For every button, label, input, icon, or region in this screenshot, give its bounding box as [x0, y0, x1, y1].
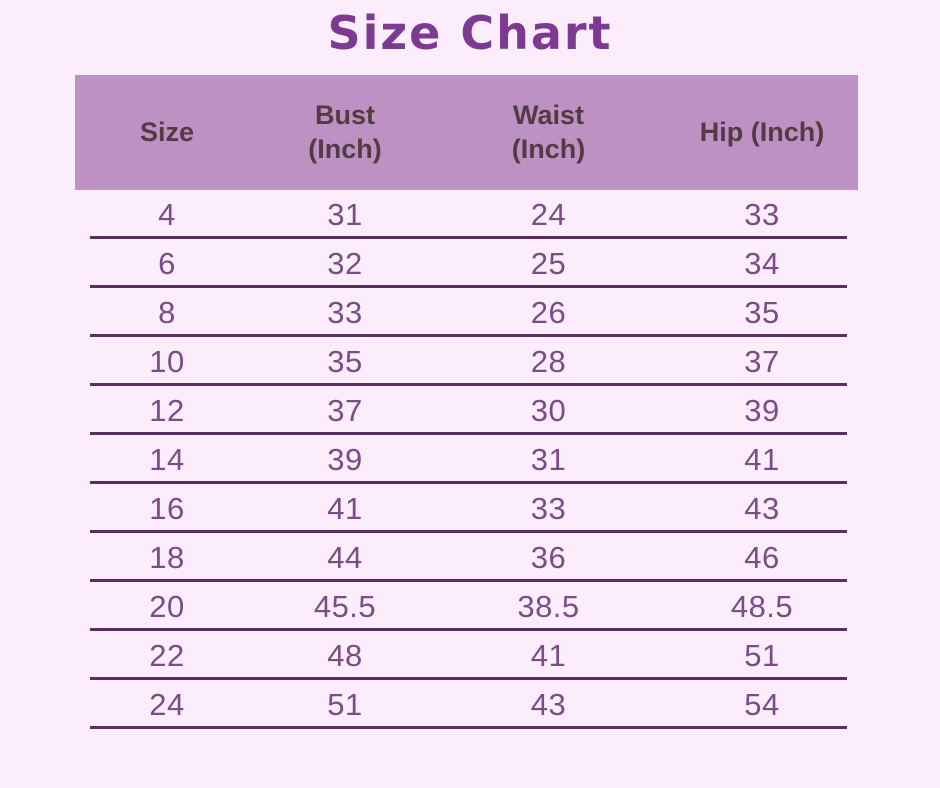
table-cell-hip: 34	[744, 245, 780, 281]
table-cell-size: 8	[158, 294, 176, 330]
table-row: 18 44 36 46	[75, 533, 858, 582]
table-cell-hip: 48.5	[730, 588, 794, 624]
table-cell-waist: 25	[530, 245, 567, 281]
table-row: 12 37 30 39	[75, 386, 858, 435]
table-cell-waist: 30	[530, 392, 567, 428]
table-cell-hip: 39	[744, 392, 780, 428]
table-row: 22 48 41 51	[75, 631, 858, 680]
table-cell-waist: 24	[530, 196, 567, 232]
table-row: 10 35 28 37	[75, 337, 858, 386]
table-cell-size: 6	[158, 245, 176, 281]
table-cell-hip: 46	[744, 539, 780, 575]
column-header-label: Bust	[315, 100, 375, 131]
column-header-size: Size	[75, 116, 259, 149]
table-cell-waist: 36	[530, 539, 567, 575]
column-header-sublabel: (Inch)	[511, 133, 586, 164]
table-row: 24 51 43 54	[75, 680, 858, 729]
table-cell-waist: 43	[530, 686, 567, 722]
table-cell-hip: 51	[744, 637, 780, 673]
column-header-label: Hip (Inch)	[699, 116, 825, 147]
table-cell-bust: 48	[327, 637, 363, 673]
table-row: 4 31 24 33	[75, 190, 858, 239]
table-cell-waist: 41	[530, 637, 567, 673]
table-row: 14 39 31 41	[75, 435, 858, 484]
table-cell-hip: 43	[744, 490, 780, 526]
table-cell-waist: 31	[530, 441, 567, 477]
table-cell-waist: 26	[530, 294, 567, 330]
table-cell-size: 22	[149, 637, 185, 673]
table-cell-bust: 37	[327, 392, 363, 428]
table-cell-size: 12	[149, 392, 185, 428]
table-body: 4 31 24 33 6 32 25 34 8 33 26 35 10 35 2…	[75, 190, 858, 729]
table-cell-size: 18	[149, 539, 185, 575]
table-cell-bust: 45.5	[313, 588, 377, 624]
table-cell-bust: 41	[327, 490, 363, 526]
table-cell-waist: 33	[530, 490, 567, 526]
table-cell-waist: 28	[530, 343, 567, 379]
table-cell-bust: 31	[327, 196, 363, 232]
table-cell-size: 24	[149, 686, 185, 722]
table-header-row: Size Bust (Inch) Waist (Inch) Hip (Inch)	[75, 75, 858, 190]
size-table: Size Bust (Inch) Waist (Inch) Hip (Inch)…	[75, 75, 858, 729]
column-header-label: Size	[139, 116, 195, 147]
table-cell-bust: 39	[327, 441, 363, 477]
table-cell-waist: 38.5	[517, 588, 580, 624]
page-title: Size Chart	[327, 6, 613, 60]
table-cell-hip: 54	[744, 686, 780, 722]
table-cell-bust: 32	[327, 245, 363, 281]
column-header-waist: Waist (Inch)	[431, 99, 666, 166]
column-header-bust: Bust (Inch)	[259, 99, 431, 166]
column-header-sublabel: (Inch)	[308, 133, 382, 164]
table-cell-bust: 35	[327, 343, 363, 379]
column-header-label: Waist	[512, 100, 584, 131]
table-cell-hip: 41	[744, 441, 780, 477]
table-cell-bust: 44	[327, 539, 363, 575]
table-cell-size: 14	[149, 441, 185, 477]
table-row: 6 32 25 34	[75, 239, 858, 288]
table-cell-size: 4	[158, 196, 176, 232]
table-cell-hip: 33	[744, 196, 780, 232]
table-cell-bust: 51	[327, 686, 363, 722]
table-row: 8 33 26 35	[75, 288, 858, 337]
table-row: 16 41 33 43	[75, 484, 858, 533]
table-row: 20 45.5 38.5 48.5	[75, 582, 858, 631]
table-cell-bust: 33	[327, 294, 363, 330]
table-cell-size: 20	[149, 588, 185, 624]
column-header-hip: Hip (Inch)	[666, 116, 858, 149]
table-cell-hip: 37	[744, 343, 780, 379]
table-cell-size: 16	[149, 490, 185, 526]
table-cell-size: 10	[149, 343, 185, 379]
table-cell-hip: 35	[744, 294, 780, 330]
